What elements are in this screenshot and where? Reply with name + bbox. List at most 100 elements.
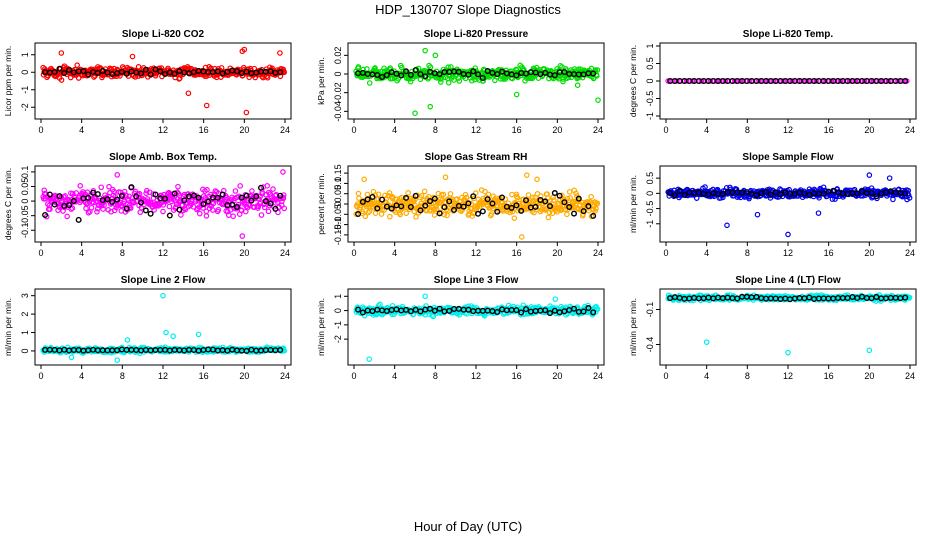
hourly-point (114, 196, 121, 203)
hourly-point (825, 77, 832, 84)
y-tick-label: 0 (645, 78, 655, 83)
x-tick-label: 16 (199, 125, 209, 135)
x-tick-label: 12 (158, 248, 168, 258)
hourly-point (234, 68, 241, 75)
data-point (182, 206, 189, 213)
outlier-point (866, 172, 873, 178)
outlier-point (518, 234, 525, 240)
data-point (403, 210, 410, 217)
hourly-point (431, 195, 438, 202)
data-point (545, 214, 552, 221)
y-axis-label: degrees C per min. (3, 168, 13, 240)
hourly-point (479, 208, 486, 215)
outlier-point (129, 53, 136, 60)
hourly-point (767, 77, 774, 84)
data-point (131, 199, 137, 205)
outlier-point (432, 52, 439, 59)
hourly-point (234, 204, 241, 211)
data-points (665, 77, 910, 84)
hourly-point (585, 203, 592, 210)
data-point (480, 78, 487, 84)
data-point (693, 195, 700, 201)
x-tick-label: 24 (593, 248, 603, 258)
hourly-point (475, 71, 482, 78)
data-point (181, 191, 188, 198)
y-axis-label: Licor ppm per min. (3, 46, 13, 116)
plot-frame (659, 165, 917, 243)
hourly-point (162, 195, 169, 202)
hourly-point (710, 77, 717, 84)
hourly-point (446, 307, 453, 314)
x-tick-label: 12 (783, 125, 793, 135)
hourly-point (262, 198, 269, 205)
data-point (94, 208, 100, 215)
plot-frame (34, 42, 292, 120)
data-points (353, 172, 601, 240)
hourly-point (123, 70, 130, 77)
data-point (166, 203, 173, 210)
y-tick-label: 1 (20, 330, 30, 335)
hourly-point (142, 66, 149, 73)
outlier-point (552, 296, 559, 302)
data-point (106, 183, 112, 190)
hourly-point (417, 207, 424, 214)
data-point (488, 211, 495, 217)
x-tick-label: 0 (663, 371, 668, 381)
hourly-point (61, 70, 68, 77)
x-tick-label: 4 (79, 125, 84, 135)
hourly-point (379, 196, 386, 203)
x-tick-label: 20 (864, 248, 874, 258)
hourly-point (475, 210, 482, 217)
data-point (270, 186, 276, 192)
hourly-point (671, 192, 678, 199)
y-tick-label: -0.5 (645, 91, 655, 107)
data-point (120, 191, 127, 198)
hourly-point (99, 67, 106, 74)
hourly-point (873, 193, 880, 200)
hourly-point (171, 190, 178, 197)
hourly-point (388, 205, 395, 212)
hourly-point (355, 211, 362, 218)
data-point (438, 79, 444, 85)
panel-title: Slope Gas Stream RH (425, 152, 528, 163)
hourly-point (556, 192, 563, 199)
data-point (454, 196, 460, 202)
hourly-point (109, 198, 116, 205)
outlier-point (524, 172, 530, 178)
data-point (364, 191, 371, 198)
data-points (665, 172, 913, 238)
y-tick-label: -0.1 (333, 217, 343, 233)
hourly-point (441, 204, 448, 211)
x-tick-label: 24 (905, 371, 915, 381)
hourly-point (494, 208, 501, 215)
hourly-point (446, 198, 453, 205)
data-point (45, 201, 51, 207)
figure-xlabel: Hour of Day (UTC) (414, 519, 522, 534)
x-tick-label: 16 (824, 248, 834, 258)
hourly-point (364, 196, 371, 203)
y-tick-label: -0.04 (333, 101, 343, 122)
hourly-point (61, 202, 68, 209)
data-point (210, 200, 217, 207)
hourly-point (854, 190, 861, 197)
hourly-point (499, 68, 506, 75)
hourly-point (436, 71, 443, 78)
chart-panel: Slope Li-820 Temp. degrees C per min. 0 4 8 1… (628, 29, 917, 135)
hourly-point (229, 201, 236, 208)
x-tick-label: 8 (433, 125, 438, 135)
hourly-point (398, 203, 405, 210)
y-tick-label: 0 (20, 199, 30, 204)
data-point (813, 78, 819, 84)
data-point (265, 208, 272, 215)
outlier-point (58, 50, 65, 56)
hourly-point (859, 188, 866, 195)
hourly-point (200, 200, 207, 207)
outlier-point (724, 222, 730, 229)
hourly-point (412, 67, 419, 74)
x-tick-label: 4 (79, 248, 84, 258)
hourly-point (152, 66, 159, 73)
outlier-point (185, 90, 192, 97)
outlier-point (422, 293, 428, 300)
